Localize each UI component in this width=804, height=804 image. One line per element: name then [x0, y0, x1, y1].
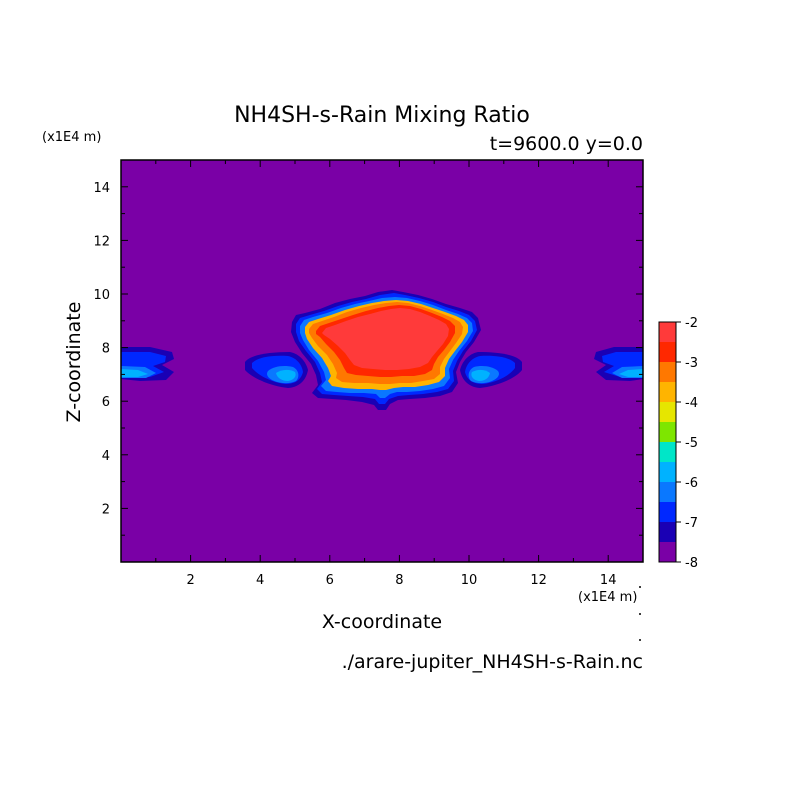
x-tick-label: 8: [395, 573, 403, 588]
y-tick-label: 8: [102, 342, 110, 357]
colorbar-swatch: [659, 522, 676, 542]
colorbar-tick-label: -3: [685, 356, 698, 371]
colorbar-tick-label: -8: [685, 556, 698, 571]
y-multiplier-label: (x1E4 m): [42, 130, 101, 145]
source-filename: ./arare-jupiter_NH4SH-s-Rain.nc: [342, 651, 643, 673]
colorbar-swatch: [659, 462, 676, 482]
right-side-anvil: [460, 352, 522, 388]
colorbar-swatch: [659, 482, 676, 502]
colorbar-swatch: [659, 502, 676, 522]
colorbar-swatch: [659, 342, 676, 362]
contour-field: [121, 160, 643, 562]
x-multiplier-label: (x1E4 m): [578, 590, 637, 605]
colorbar-tick-label: -6: [685, 476, 698, 491]
colorbar-swatch: [659, 362, 676, 382]
y-tick-label: 14: [93, 181, 110, 196]
x-tick-label: 12: [530, 573, 547, 588]
plot-subtitle: t=9600.0 y=0.0: [490, 133, 643, 155]
marker-dot: [639, 613, 641, 615]
colorbar-tick-label: -5: [685, 436, 698, 451]
marker-dot: [639, 586, 641, 588]
plot-title: NH4SH-s-Rain Mixing Ratio: [234, 103, 530, 128]
x-tick-label: 6: [326, 573, 334, 588]
left-side-anvil: [245, 352, 308, 388]
colorbar-tick-label: -4: [685, 396, 698, 411]
x-axis-label: X-coordinate: [322, 611, 442, 633]
colorbar-swatch: [659, 402, 676, 422]
x-tick-label: 10: [461, 573, 478, 588]
y-tick-label: 2: [102, 502, 110, 517]
colorbar-tick-label: -7: [685, 516, 698, 531]
colorbar-tick-label: -2: [685, 316, 698, 331]
plot-frame: [120, 159, 644, 563]
y-tick-label: 6: [102, 395, 110, 410]
colorbar-swatch: [659, 382, 676, 402]
colorbar-swatch: [659, 322, 676, 342]
colorbar-swatch: [659, 422, 676, 442]
right-edge-anvil: [594, 347, 643, 381]
y-tick-label: 4: [102, 449, 110, 464]
y-tick-label: 12: [93, 234, 110, 249]
left-edge-anvil: [121, 347, 174, 381]
y-tick-label: 10: [93, 288, 110, 303]
central-cloud: [291, 290, 481, 410]
x-tick-label: 14: [600, 573, 617, 588]
x-tick-label: 4: [256, 573, 264, 588]
colorbar-swatch: [659, 542, 676, 562]
colorbar-swatch: [659, 442, 676, 462]
y-axis-label: Z-coordinate: [63, 302, 85, 423]
colorbar: -2 -3 -4 -5 -6 -7 -8: [658, 316, 698, 571]
x-axis: 2 4 6 8 10 12 14: [155, 160, 617, 588]
x-tick-label: 2: [186, 573, 194, 588]
marker-dot: [639, 639, 641, 641]
y-axis: 2 4 6 8 10 12 14: [93, 181, 643, 536]
